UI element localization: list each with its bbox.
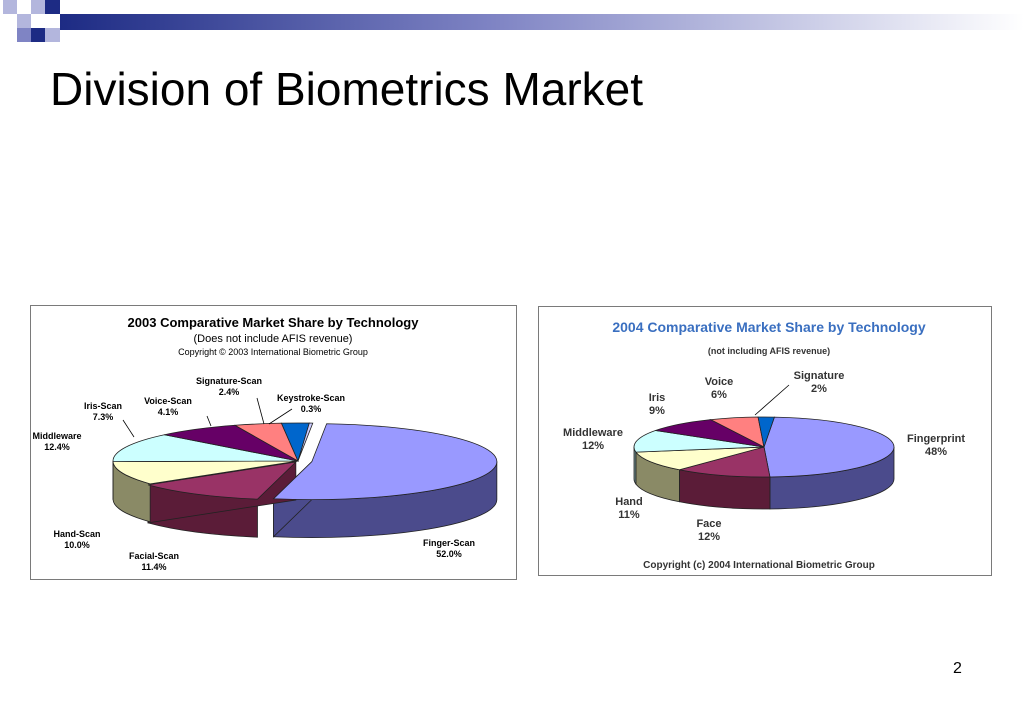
chart-title: 2004 Comparative Market Share by Technol… xyxy=(612,319,926,335)
deco-square xyxy=(17,14,31,28)
header-gradient-bar xyxy=(60,14,1024,30)
deco-square xyxy=(45,0,60,14)
pie-slice-middleware xyxy=(112,434,299,463)
slice-label: Middleware xyxy=(563,427,623,439)
pie-labels: Fingerprint48%Face12%Hand11%Middleware12… xyxy=(563,370,965,543)
leader-line xyxy=(754,384,790,416)
pie-slice-fingerprint xyxy=(763,416,895,478)
slice-value-label: 12% xyxy=(698,531,720,543)
slice-value-label: 2.4% xyxy=(219,387,240,397)
chart-title: 2003 Comparative Market Share by Technol… xyxy=(128,315,420,330)
pie-slice-face xyxy=(679,446,771,478)
slice-label: Hand xyxy=(615,496,643,508)
slice-value-label: 10.0% xyxy=(64,540,90,550)
pie-slice-middleware xyxy=(633,430,765,453)
pie-slice-keystroke-scan xyxy=(297,422,314,462)
pie-sides xyxy=(633,446,895,510)
slice-label: Face xyxy=(696,518,721,530)
chart-subtitle: (not including AFIS revenue) xyxy=(708,346,830,356)
chart-panel-2003: 2003 Comparative Market Share by Technol… xyxy=(30,305,517,580)
pie-slice-signature xyxy=(757,416,775,449)
deco-square xyxy=(17,28,31,42)
pie-slices xyxy=(633,416,895,478)
deco-square xyxy=(3,0,17,14)
slice-value-label: 11% xyxy=(618,509,640,521)
pie-slice-finger-scan xyxy=(272,423,498,500)
pie-side-middleware xyxy=(633,446,637,486)
slice-value-label: 52.0% xyxy=(436,549,462,559)
slice-label: Facial-Scan xyxy=(129,551,179,561)
chart-subtitle: (Does not include AFIS revenue) xyxy=(194,333,353,345)
deco-square xyxy=(45,14,60,30)
slice-value-label: 11.4% xyxy=(141,562,166,572)
slice-label: Hand-Scan xyxy=(53,529,100,539)
slice-label: Voice-Scan xyxy=(144,396,192,406)
slice-label: Keystroke-Scan xyxy=(277,393,345,403)
chart-copyright: Copyright (c) 2004 International Biometr… xyxy=(643,560,875,571)
slide-title: Division of Biometrics Market xyxy=(50,63,644,115)
pie-slices xyxy=(112,422,498,500)
leader-line xyxy=(268,408,293,425)
header-decoration xyxy=(3,0,1024,42)
pie-chart-2004: 2004 Comparative Market Share by Technol… xyxy=(563,319,965,571)
pie-slice-hand xyxy=(635,446,765,471)
slice-value-label: 12% xyxy=(582,440,604,452)
slice-label: Signature xyxy=(794,370,845,382)
slice-label: Middleware xyxy=(32,431,81,441)
slice-value-label: 12.4% xyxy=(44,442,70,452)
slice-label: Voice xyxy=(705,376,734,388)
page-number: 2 xyxy=(953,660,962,677)
slice-label: Signature-Scan xyxy=(196,376,262,386)
deco-square xyxy=(31,28,45,42)
chart-copyright: Copyright © 2003 International Biometric… xyxy=(178,347,368,357)
pie-slice-hand-scan xyxy=(112,460,299,485)
pie-slice-facial-scan xyxy=(147,461,298,500)
slice-label: Iris xyxy=(649,392,666,404)
slice-value-label: 9% xyxy=(649,405,665,417)
slice-label: Fingerprint xyxy=(907,433,965,445)
slice-value-label: 6% xyxy=(711,389,727,401)
slice-value-label: 48% xyxy=(925,446,947,458)
leader-line xyxy=(122,419,135,438)
slice-label: Iris-Scan xyxy=(84,401,122,411)
deco-square xyxy=(45,28,60,42)
slice-value-label: 2% xyxy=(811,383,827,395)
deco-square xyxy=(31,0,45,14)
slice-label: Finger-Scan xyxy=(423,538,475,548)
slice-value-label: 4.1% xyxy=(158,407,179,417)
leader-line xyxy=(206,415,212,427)
pie-chart-2003: 2003 Comparative Market Share by Technol… xyxy=(32,315,498,572)
chart-panel-2004: 2004 Comparative Market Share by Technol… xyxy=(538,306,992,576)
slice-value-label: 7.3% xyxy=(93,412,114,422)
leader-line xyxy=(256,397,265,425)
slice-value-label: 0.3% xyxy=(301,404,322,414)
